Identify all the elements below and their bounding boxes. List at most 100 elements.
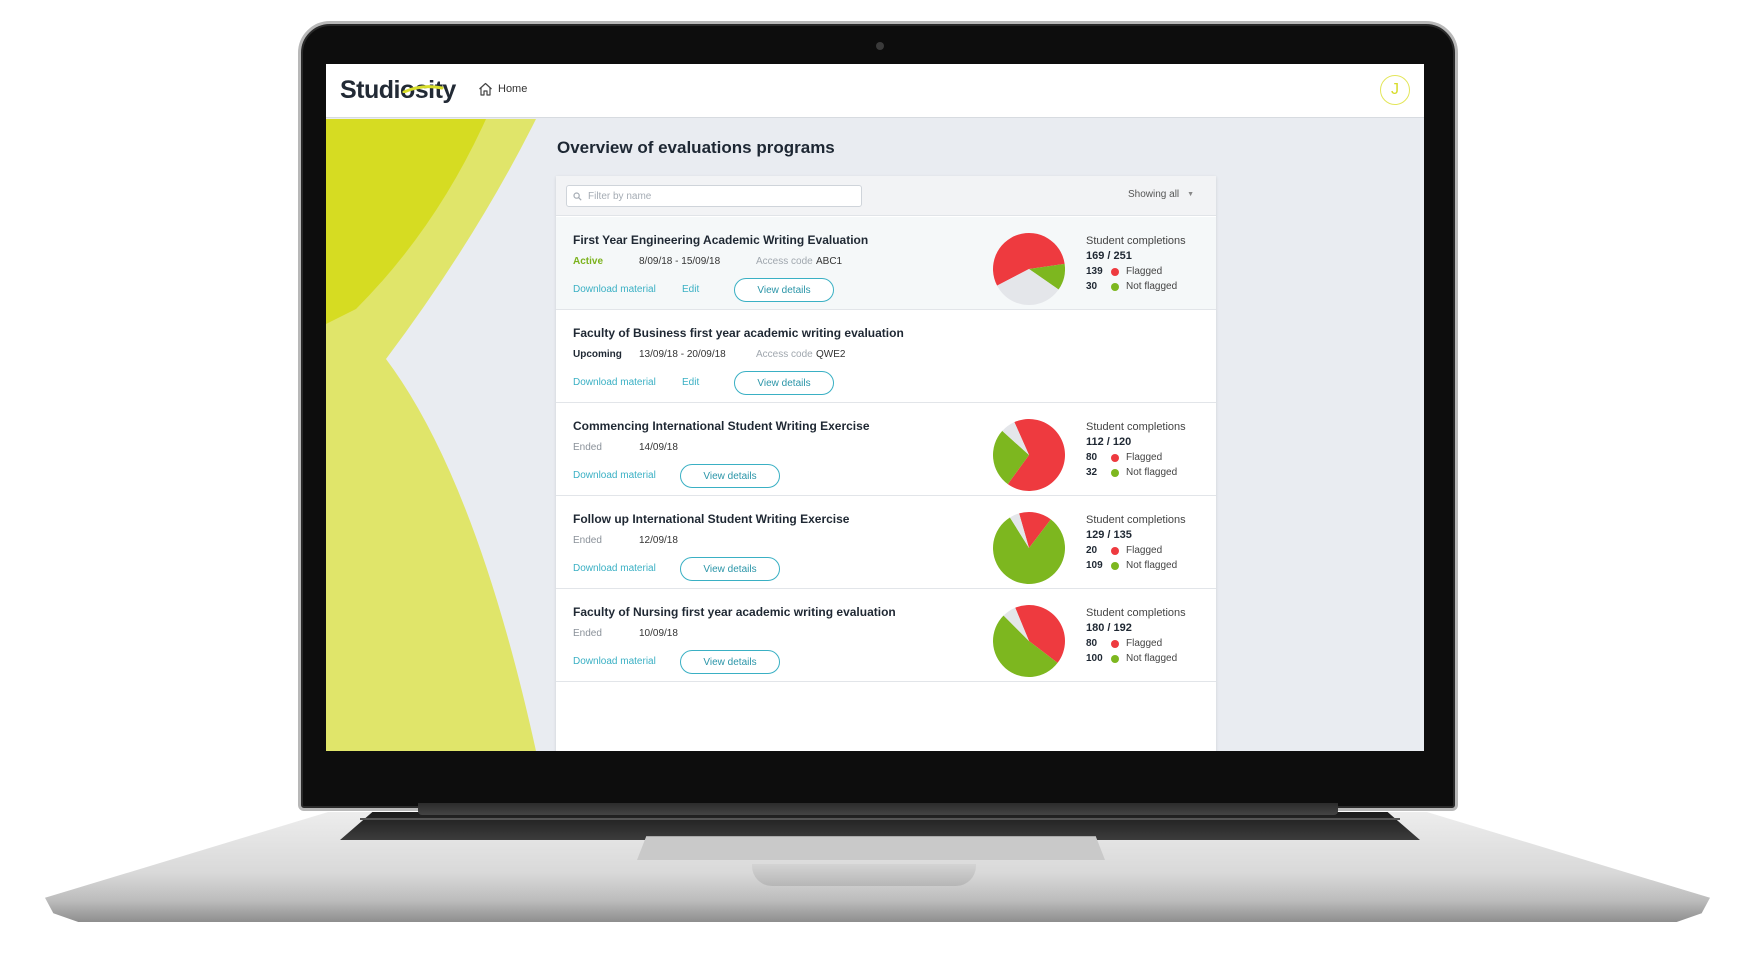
laptop-trackpad	[637, 836, 1105, 860]
flagged-dot-icon	[1111, 546, 1119, 555]
edit-link[interactable]: Edit	[682, 284, 700, 295]
not-flagged-count: 32	[1086, 467, 1098, 478]
evaluation-title: Commencing International Student Writing…	[573, 419, 870, 433]
pie-slice-not-flagged	[993, 517, 1065, 584]
filter-field[interactable]	[566, 185, 862, 207]
view-details-button[interactable]: View details	[680, 650, 780, 674]
flagged-legend: 139 Flagged	[1086, 266, 1211, 277]
download-material-link[interactable]: Download material	[573, 284, 656, 295]
flagged-label: Flagged	[1126, 266, 1163, 277]
completions-count: 180 / 192	[1086, 622, 1132, 634]
chevron-down-icon: ▼	[1187, 191, 1195, 198]
camera-icon	[876, 42, 884, 50]
edit-link[interactable]: Edit	[682, 377, 700, 388]
evaluation-title: Faculty of Nursing first year academic w…	[573, 605, 896, 619]
status-badge: Ended	[573, 535, 602, 546]
not-flagged-label: Not flagged	[1126, 653, 1178, 664]
flagged-dot-icon	[1111, 639, 1119, 648]
home-icon	[479, 82, 492, 96]
evaluation-dates: 8/09/18 - 15/09/18	[639, 256, 721, 267]
logo-swoosh-icon	[402, 85, 444, 93]
showing-label: Showing all	[1128, 189, 1180, 200]
avatar-initial: J	[1391, 81, 1399, 98]
student-completions-label: Student completions	[1086, 235, 1186, 247]
showing-dropdown[interactable]: Showing all ▼	[1128, 189, 1194, 200]
flagged-legend: 20 Flagged	[1086, 545, 1211, 556]
pie-slice-flagged	[1015, 605, 1065, 663]
user-avatar[interactable]: J	[1380, 75, 1410, 105]
not-flagged-label: Not flagged	[1126, 560, 1178, 571]
laptop-key-row	[360, 818, 1400, 820]
pie-slice-not-flagged	[993, 430, 1029, 485]
flagged-label: Flagged	[1126, 638, 1163, 649]
not-flagged-count: 109	[1086, 560, 1103, 571]
pie-slice-not-flagged	[993, 615, 1058, 677]
home-nav-link[interactable]: Home	[478, 82, 527, 96]
student-completions-label: Student completions	[1086, 514, 1186, 526]
student-completions-label: Student completions	[1086, 607, 1186, 619]
pie-slice-pending	[997, 269, 1059, 305]
search-icon	[573, 191, 582, 201]
not-flagged-legend: 30 Not flagged	[1086, 281, 1211, 292]
laptop-notch	[752, 864, 976, 886]
app-screen: Studiosity Home J Overview of evaluation…	[326, 64, 1424, 751]
not-flagged-legend: 100 Not flagged	[1086, 653, 1211, 664]
view-details-button[interactable]: View details	[680, 464, 780, 488]
evaluation-title: Follow up International Student Writing …	[573, 512, 850, 526]
download-material-link[interactable]: Download material	[573, 563, 656, 574]
completion-stats: Student completions 129 / 135 20 Flagged 109…	[1086, 514, 1211, 571]
completion-pie-chart	[993, 605, 1065, 677]
pie-slice-pending	[1009, 513, 1029, 548]
status-badge: Upcoming	[573, 349, 622, 360]
flagged-dot-icon	[1111, 453, 1119, 462]
view-details-button[interactable]: View details	[734, 278, 834, 302]
flagged-label: Flagged	[1126, 452, 1163, 463]
studiosity-logo[interactable]: Studiosity	[340, 76, 456, 105]
completion-stats: Student completions 169 / 251 139 Flagged 30…	[1086, 235, 1211, 292]
download-material-link[interactable]: Download material	[573, 470, 656, 481]
laptop-hinge	[418, 803, 1338, 815]
access-code-label: Access code	[756, 349, 813, 360]
evaluations-panel: Showing all ▼ First Year Engineering Aca…	[556, 176, 1216, 751]
not-flagged-count: 30	[1086, 281, 1098, 292]
laptop-keyboard	[340, 812, 1420, 840]
view-details-button[interactable]: View details	[680, 557, 780, 581]
status-badge: Active	[573, 256, 604, 267]
flagged-count: 80	[1086, 452, 1098, 463]
evaluation-row: First Year Engineering Academic Writing …	[556, 217, 1216, 310]
flagged-dot-icon	[1111, 267, 1119, 276]
completion-pie-chart	[993, 419, 1065, 491]
completions-count: 112 / 120	[1086, 436, 1132, 448]
completion-stats: Student completions 112 / 120 80 Flagged 32 N…	[1086, 421, 1211, 478]
evaluation-row: Commencing International Student Writing…	[556, 403, 1216, 496]
flagged-count: 20	[1086, 545, 1098, 556]
evaluation-dates: 12/09/18	[639, 535, 678, 546]
not-flagged-dot-icon	[1111, 282, 1119, 291]
completions-count: 129 / 135	[1086, 529, 1132, 541]
evaluation-row: Faculty of Business first year academic …	[556, 310, 1216, 403]
not-flagged-legend: 32 Not flagged	[1086, 467, 1211, 478]
evaluation-dates: 10/09/18	[639, 628, 678, 639]
evaluation-dates: 13/09/18 - 20/09/18	[639, 349, 726, 360]
download-material-link[interactable]: Download material	[573, 656, 656, 667]
student-completions-label: Student completions	[1086, 421, 1186, 433]
evaluation-row: Follow up International Student Writing …	[556, 496, 1216, 589]
download-material-link[interactable]: Download material	[573, 377, 656, 388]
not-flagged-dot-icon	[1111, 468, 1119, 477]
status-badge: Ended	[573, 628, 602, 639]
pie-slice-flagged	[993, 233, 1065, 286]
filter-input[interactable]	[588, 190, 848, 202]
logo-text: Studiosity	[340, 76, 456, 104]
not-flagged-legend: 109 Not flagged	[1086, 560, 1211, 571]
flagged-legend: 80 Flagged	[1086, 452, 1211, 463]
access-code-label: Access code	[756, 256, 813, 267]
completion-pie-chart	[993, 233, 1065, 305]
not-flagged-label: Not flagged	[1126, 281, 1178, 292]
view-details-button[interactable]: View details	[734, 371, 834, 395]
panel-toolbar: Showing all ▼	[556, 176, 1216, 216]
completion-stats: Student completions 180 / 192 80 Flagged 100…	[1086, 607, 1211, 664]
pie-slice-pending	[1002, 422, 1029, 455]
not-flagged-count: 100	[1086, 653, 1103, 664]
evaluation-title: First Year Engineering Academic Writing …	[573, 233, 869, 247]
